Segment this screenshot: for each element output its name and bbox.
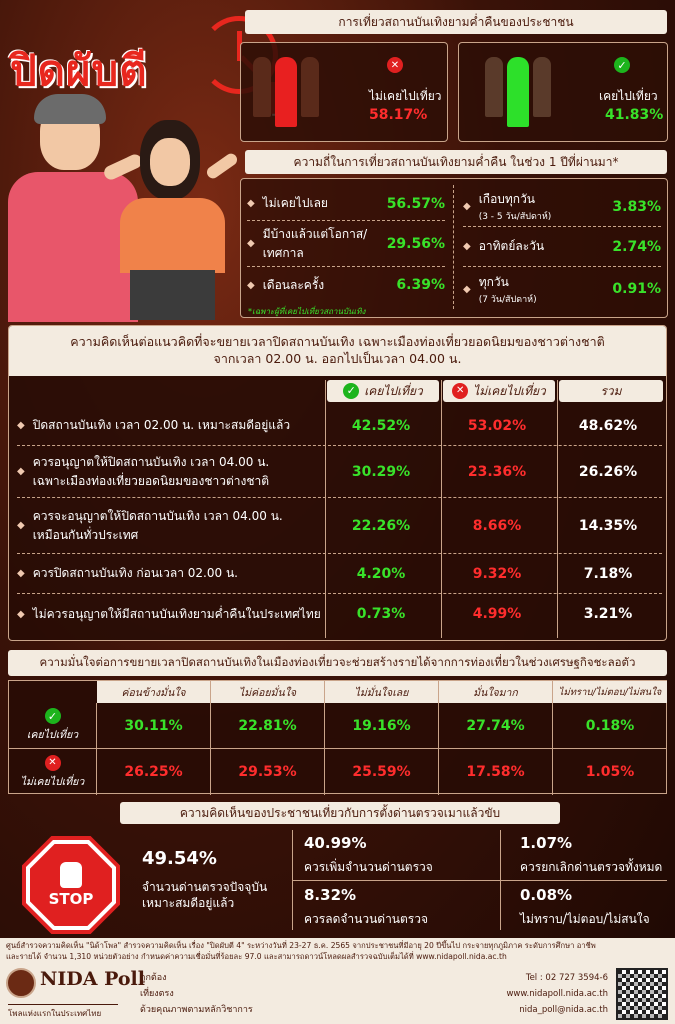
conf-col: ไม่มั่นใจเลย <box>325 681 439 703</box>
checkpoint-item: 0.08% ไม่ทราบ/ไม่ตอบ/ไม่สนใจ <box>520 886 650 926</box>
checkpoint-item: 8.32% ควรลดจำนวนด่านตรวจ <box>304 886 429 926</box>
opinion-row: ◆ ควรจะอนุญาตให้ปิดสถานบันเทิง เวลา 04.00… <box>17 498 662 554</box>
cross-icon: ✕ <box>387 57 403 73</box>
headline: ปิดผับตี <box>10 46 148 95</box>
ever-value: 41.83% <box>605 107 664 123</box>
footer-web[interactable]: www.nidapoll.nida.ac.th <box>506 989 608 1000</box>
cross-icon: ✕ <box>452 383 469 399</box>
opinion-col-total: รวม <box>559 380 663 402</box>
tag: เที่ยงตรง <box>140 989 174 1000</box>
opinion-col-never: ✕ ไม่เคยไปเที่ยว <box>443 380 555 402</box>
confidence-table: ค่อนข้างมั่นใจ ไม่ค่อยมั่นใจ ไม่มั่นใจเล… <box>8 680 667 795</box>
hand-icon <box>60 862 82 888</box>
confidence-title: ความมั่นใจต่อการขยายเวลาปิดสถานบันเทิงใน… <box>8 650 667 676</box>
checkpoint-item: 1.07% ควรยกเลิกด่านตรวจทั้งหมด <box>520 834 663 874</box>
tag: ถูกต้อง <box>140 973 167 983</box>
opinion-title: ความคิดเห็นต่อแนวคิดที่จะขยายเวลาปิดสถาน… <box>9 326 666 376</box>
conf-col: มั่นใจมาก <box>439 681 553 703</box>
conf-col: ไม่ทราบ/ไม่ตอบ/ไม่สนใจ <box>558 686 662 698</box>
people-icons-green <box>485 57 551 127</box>
stop-sign-icon: STOP <box>22 836 120 934</box>
brand-tagline: โพลแห่งแรกในประเทศไทย <box>8 1004 118 1020</box>
checkpoint-title: ความคิดเห็นของประชาชนเที่ยวกับการตั้งด่า… <box>120 802 560 824</box>
tag: ด้วยคุณภาพตามหลักวิชาการ <box>140 1005 253 1016</box>
checkpoint-item: 40.99% ควรเพิ่มจำนวนด่านตรวจ <box>304 834 433 874</box>
woman-illustration <box>115 120 240 320</box>
never-visited-card: ✕ ไม่เคยไปเที่ยว 58.17% <box>240 42 448 142</box>
never-value: 58.17% <box>369 107 428 123</box>
freq-row: ◆ เกือบทุกวัน (3 - 5 วัน/สัปดาห์) 3.83% <box>463 187 661 227</box>
freq-row: ◆ มีบ้างแล้วแต่โอกาส/เทศกาล 29.56% <box>247 221 445 267</box>
conf-col: ไม่ค่อยมั่นใจ <box>211 681 325 703</box>
freq-panel: ◆ ไม่เคยไปเลย 56.57% ◆ มีบ้างแล้วแต่โอกาส… <box>240 178 668 318</box>
conf-col: ค่อนข้างมั่นใจ <box>97 681 211 703</box>
footer: ศูนย์สำรวจความคิดเห็น "นิด้าโพล" สำรวจคว… <box>0 938 675 1024</box>
opinion-col-ever: ✓ เคยไปเที่ยว <box>327 380 439 402</box>
ever-visited-card: ✓ เคยไปเที่ยว 41.83% <box>458 42 668 142</box>
freq-row: ◆ ไม่เคยไปเลย 56.57% <box>247 187 445 221</box>
ever-label: เคยไปเที่ยว <box>599 89 658 103</box>
top-title: การเที่ยวสถานบันเทิงยามค่ำคืนของประชาชน <box>245 10 667 34</box>
checkpoint-main-value: 49.54% <box>142 848 217 869</box>
opinion-row: ◆ ปิดสถานบันเทิง เวลา 02.00 น. เหมาะสมดีอ… <box>17 406 662 446</box>
opinion-row: ◆ ไม่ควรอนุญาตให้มีสถานบันเทิงยามค่ำคืนใน… <box>17 606 633 622</box>
freq-row: ◆ ทุกวัน (7 วัน/สัปดาห์) 0.91% <box>463 274 661 305</box>
opinion-panel: ความคิดเห็นต่อแนวคิดที่จะขยายเวลาปิดสถาน… <box>8 325 667 641</box>
freq-row: ◆ อาทิตย์ละวัน 2.74% <box>463 227 661 267</box>
never-label: ไม่เคยไปเที่ยว <box>369 89 442 103</box>
footer-note: และรายได้ จำนวน 1,310 หน่วยตัวอย่าง กำหน… <box>6 952 507 961</box>
cross-icon: ✕ <box>44 754 61 771</box>
freq-note: *เฉพาะผู้ที่เคยไปเที่ยวสถานบันเทิง <box>248 307 366 316</box>
nida-logo-icon <box>6 968 36 998</box>
footer-note: ศูนย์สำรวจความคิดเห็น "นิด้าโพล" สำรวจคว… <box>6 941 596 950</box>
footer-tel: Tel : 02 727 3594-6 <box>525 973 608 983</box>
freq-row: ◆ เดือนละครั้ง 6.39% <box>247 277 445 293</box>
qr-code-icon[interactable] <box>616 968 668 1020</box>
brand-name: NIDA Poll <box>40 968 145 990</box>
opinion-row: ◆ ควรอนุญาตให้ปิดสถานบันเทิง เวลา 04.00 น… <box>17 446 662 498</box>
confidence-row: ✓ เคยไปเที่ยว 30.11% 22.81% 19.16% 27.74… <box>9 702 667 749</box>
check-icon: ✓ <box>343 383 360 399</box>
freq-title: ความถี่ในการเที่ยวสถานบันเทิงยามค่ำคืน ใ… <box>245 150 667 174</box>
footer-email[interactable]: nida_poll@nida.ac.th <box>519 1005 608 1016</box>
opinion-row: ◆ ควรปิดสถานบันเทิง ก่อนเวลา 02.00 น. 4.2… <box>17 554 662 594</box>
people-icons-red <box>253 57 319 127</box>
checkpoint-main-label-2: เหมาะสมดีอยู่แล้ว <box>142 896 235 910</box>
checkpoint-main-label: จำนวนด่านตรวจปัจจุบัน <box>142 880 268 894</box>
check-icon: ✓ <box>614 57 630 73</box>
check-icon: ✓ <box>44 708 61 724</box>
man-illustration <box>8 94 145 322</box>
confidence-row: ✕ ไม่เคยไปเที่ยว 26.25% 29.53% 25.59% 17… <box>9 749 667 795</box>
